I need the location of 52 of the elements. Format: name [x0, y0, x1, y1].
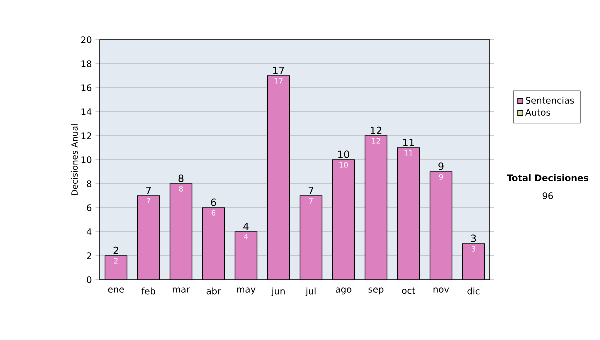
y-tick-label: 0 [87, 276, 92, 284]
bar [398, 148, 420, 280]
x-tick-label: jun [272, 288, 285, 296]
x-tick-label: jul [306, 288, 316, 296]
y-tick-label: 10 [82, 156, 92, 164]
total-label: 11 [404, 139, 414, 146]
y-tick-label: 18 [82, 60, 92, 68]
bar [138, 196, 160, 280]
x-tick-label: sep [368, 288, 384, 295]
x-tick-label: ago [336, 288, 352, 295]
total-label: 10 [338, 150, 350, 158]
bar [202, 208, 225, 280]
text: 96 [542, 192, 554, 200]
bar [268, 76, 290, 280]
y-tick-label: 14 [82, 108, 92, 116]
x-tick-label: ene [108, 288, 124, 293]
legend-label: Autos [525, 109, 550, 116]
legend-label: Sentencias [526, 97, 574, 104]
y-tick-label: 8 [87, 180, 92, 188]
text: Total Decisiones [507, 174, 589, 182]
y-tick-label: 20 [81, 36, 92, 44]
bar [332, 160, 355, 280]
x-tick-label: nov [434, 288, 450, 293]
total-label: 17 [274, 67, 284, 74]
x-tick-label: abr [206, 288, 222, 295]
y-tick-label: 12 [82, 132, 92, 140]
bar [365, 136, 388, 280]
total-label: 7 [308, 187, 314, 194]
bar [462, 244, 486, 280]
total-label: 3 [471, 234, 476, 242]
x-tick-label: may [237, 288, 256, 295]
bar [170, 184, 192, 280]
total-label: 4 [244, 223, 249, 230]
bar [235, 232, 258, 280]
y-axis-title: Decisiones Anual [71, 124, 78, 196]
y-tick-label: 2 [87, 252, 92, 260]
total-label: 12 [371, 126, 382, 134]
bar [105, 256, 128, 280]
x-tick-label: oct [402, 288, 416, 294]
y-tick-label: 4 [86, 228, 92, 236]
bar [300, 196, 322, 280]
total-label: 2 [114, 246, 118, 254]
y-tick-label: 6 [87, 204, 92, 212]
total-label: 9 [438, 162, 444, 170]
x-tick-label: mar [173, 288, 190, 293]
total-label: 6 [211, 198, 216, 206]
y-tick-label: 16 [82, 84, 92, 92]
x-tick-label: dic [468, 288, 480, 295]
x-tick-label: feb [142, 288, 156, 295]
total-label: 7 [146, 187, 152, 194]
bar [430, 172, 452, 280]
total-label: 8 [178, 174, 184, 182]
